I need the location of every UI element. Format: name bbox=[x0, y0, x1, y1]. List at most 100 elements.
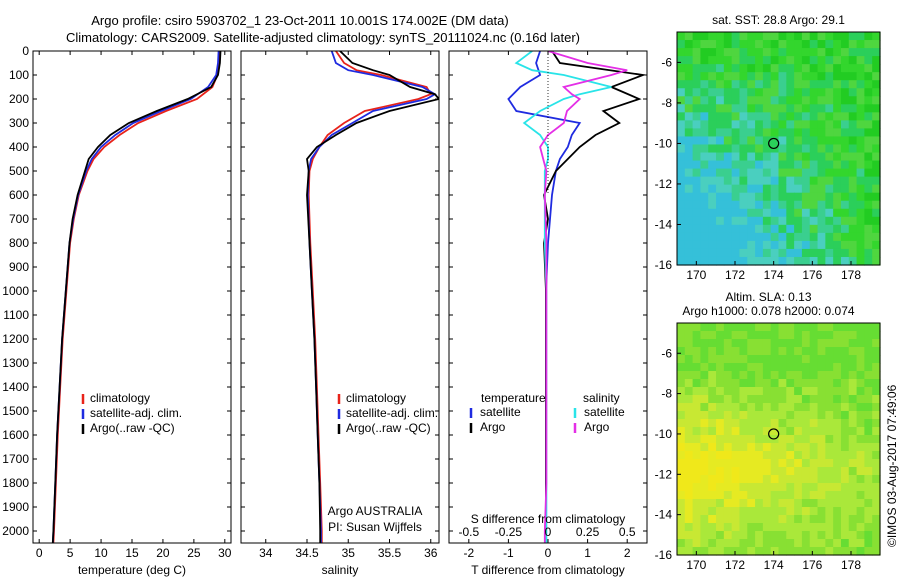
sst_map-cell bbox=[825, 200, 834, 210]
sla_map-cell bbox=[848, 339, 858, 348]
sla_map-cell bbox=[692, 339, 702, 348]
sla_map-cell bbox=[817, 531, 826, 540]
sla_map-cell bbox=[762, 347, 772, 356]
sst_map-cell bbox=[786, 160, 795, 170]
sla_map-cell bbox=[747, 419, 756, 428]
sst_map-cell bbox=[731, 168, 741, 178]
sst_map-cell bbox=[677, 224, 686, 234]
sst_map-cell bbox=[801, 96, 811, 105]
sst_map-cell bbox=[692, 80, 702, 89]
sst_map-cell bbox=[801, 256, 811, 266]
sst_map-cell bbox=[716, 136, 725, 146]
sst_map-cell bbox=[755, 88, 764, 97]
sla_map-cell bbox=[692, 347, 702, 356]
sst_map-cell bbox=[848, 64, 858, 73]
sla_map-cell bbox=[739, 547, 748, 556]
sla_map-cell bbox=[700, 323, 709, 332]
sst_map-cell bbox=[770, 224, 780, 234]
sst_map-cell bbox=[817, 88, 826, 97]
sla_map-cell bbox=[692, 475, 702, 484]
sst_map-cell bbox=[684, 128, 694, 138]
sst_map-cell bbox=[677, 200, 686, 210]
legend-label-climatology: climatology bbox=[90, 391, 150, 405]
sst_map-cell bbox=[739, 160, 748, 170]
sla_map-cell bbox=[778, 507, 787, 516]
sst_map-cell bbox=[864, 80, 873, 89]
sla_map-cell bbox=[770, 523, 780, 532]
sst_map-cell bbox=[762, 152, 772, 162]
sla_map-cell bbox=[731, 467, 741, 476]
sla_map-cell bbox=[755, 387, 764, 396]
salinity-xlabel: salinity bbox=[322, 563, 359, 577]
sla_map-cell bbox=[786, 539, 795, 548]
sst_map-cell bbox=[817, 176, 826, 186]
sla_map-cell bbox=[833, 451, 842, 460]
sla_map-cell bbox=[739, 507, 748, 516]
sst_map-cell bbox=[840, 48, 850, 57]
sst_map-cell bbox=[840, 192, 850, 202]
sla_map-cell bbox=[786, 419, 795, 428]
sst_map-cell bbox=[723, 184, 733, 194]
sla_map-cell bbox=[739, 499, 748, 508]
sst_map-xtick-label: 172 bbox=[725, 268, 745, 282]
sst_map-cell bbox=[801, 152, 811, 162]
sst_map-cell bbox=[817, 96, 826, 105]
sla_map-cell bbox=[864, 331, 873, 340]
sst_map-cell bbox=[770, 240, 780, 250]
sst_map-cell bbox=[817, 120, 826, 130]
sst_map-cell bbox=[755, 176, 764, 186]
sst_map-cell bbox=[809, 176, 819, 186]
sla_map-cell bbox=[716, 379, 725, 388]
sla_map-cell bbox=[817, 443, 826, 452]
sst_map-cell bbox=[684, 56, 694, 65]
sst_map-cell bbox=[684, 256, 694, 266]
sst_map-cell bbox=[747, 160, 756, 170]
sst_map-cell bbox=[825, 136, 834, 146]
sst_map-cell bbox=[786, 104, 795, 113]
sst_map-cell bbox=[848, 160, 858, 170]
sst_map-cell bbox=[692, 160, 702, 170]
sst_map-cell bbox=[708, 104, 717, 113]
sla_map-cell bbox=[723, 451, 733, 460]
sst_map-cell bbox=[747, 40, 756, 49]
sla_map-cell bbox=[677, 451, 686, 460]
sla_map-cell bbox=[848, 411, 858, 420]
sst_map-cell bbox=[723, 256, 733, 266]
sst_map-cell bbox=[801, 120, 811, 130]
difference-xlabel: T difference from climatology bbox=[471, 563, 625, 577]
sst_map-cell bbox=[770, 96, 780, 105]
sla_map-cell bbox=[747, 539, 756, 548]
sst_map-cell bbox=[864, 112, 873, 121]
sla_map-cell bbox=[801, 419, 811, 428]
sla_map-cell bbox=[739, 363, 748, 372]
sst_map-cell bbox=[801, 56, 811, 65]
sst_map-cell bbox=[723, 48, 733, 57]
sst_map-cell bbox=[864, 176, 873, 186]
sst_map-cell bbox=[762, 80, 772, 89]
sst_map-cell bbox=[755, 104, 764, 113]
sla_map-cell bbox=[692, 435, 702, 444]
sst_map-cell bbox=[692, 216, 702, 226]
sst_map-cell bbox=[700, 224, 709, 234]
sst_map-cell bbox=[794, 256, 803, 266]
sla_map-cell bbox=[747, 515, 756, 524]
legend-label-satellite: satellite bbox=[480, 405, 521, 419]
sst_map-cell bbox=[840, 40, 850, 49]
sla_map-cell bbox=[778, 499, 787, 508]
sla_map-cell bbox=[778, 347, 787, 356]
sst_map-cell bbox=[872, 136, 881, 146]
sst_map-cell bbox=[731, 256, 741, 266]
sst_map-cell bbox=[817, 192, 826, 202]
sla_map-cell bbox=[856, 395, 865, 404]
sla_map-cell bbox=[840, 539, 850, 548]
sla_map-cell bbox=[731, 515, 741, 524]
sst_map-cell bbox=[739, 232, 748, 242]
sla_map-cell bbox=[762, 443, 772, 452]
sla_map-cell bbox=[864, 483, 873, 492]
sst_map-cell bbox=[825, 112, 834, 121]
sla_map-cell bbox=[723, 419, 733, 428]
sst_map-cell bbox=[801, 176, 811, 186]
sst_map-cell bbox=[684, 232, 694, 242]
sla_map-cell bbox=[840, 363, 850, 372]
sst_map-cell bbox=[747, 136, 756, 146]
